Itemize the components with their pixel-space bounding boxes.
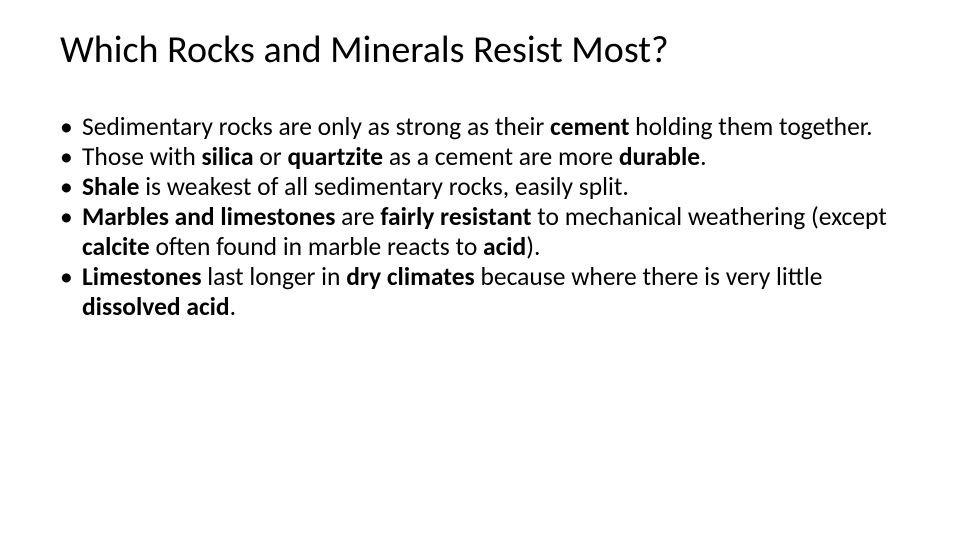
bullet-item: Marbles and limestones are fairly resist… <box>60 202 900 262</box>
page-title: Which Rocks and Minerals Resist Most? <box>60 28 900 74</box>
bullet-text: Limestones last longer in dry climates b… <box>82 261 822 322</box>
slide: Which Rocks and Minerals Resist Most? Se… <box>0 0 960 540</box>
bullet-text: Those with silica or quartzite as a ceme… <box>82 141 707 172</box>
bullet-text: Sedimentary rocks are only as strong as … <box>82 111 873 142</box>
bullet-item: Limestones last longer in dry climates b… <box>60 262 900 322</box>
bullet-item: Shale is weakest of all sedimentary rock… <box>60 172 900 202</box>
bullet-text: Marbles and limestones are fairly resist… <box>82 201 887 262</box>
bullet-item: Sedimentary rocks are only as strong as … <box>60 112 900 142</box>
bullet-item: Those with silica or quartzite as a ceme… <box>60 142 900 172</box>
bullet-list: Sedimentary rocks are only as strong as … <box>60 112 900 323</box>
slide-body: Sedimentary rocks are only as strong as … <box>60 112 900 323</box>
bullet-text: Shale is weakest of all sedimentary rock… <box>82 171 629 202</box>
